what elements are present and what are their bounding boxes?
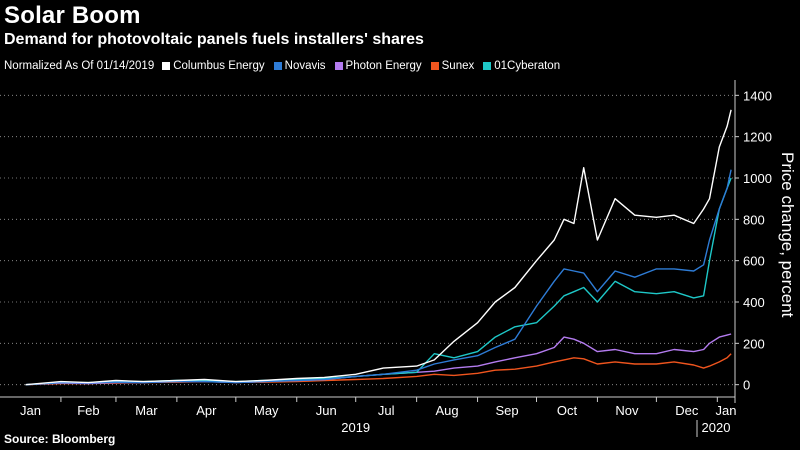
legend-label: Sunex bbox=[441, 60, 475, 72]
y-tick-label: 1000 bbox=[743, 171, 772, 186]
x-tick-label: Apr bbox=[196, 403, 217, 418]
x-tick-label: Jan bbox=[716, 403, 737, 418]
legend-swatch bbox=[334, 62, 343, 70]
legend-label: 01Cyberaton bbox=[494, 60, 561, 72]
y-tick-label: 600 bbox=[743, 254, 765, 269]
x-tick-label: Jun bbox=[316, 403, 337, 418]
x-tick-label: Feb bbox=[77, 403, 99, 418]
x-tick-label: Jul bbox=[378, 403, 395, 418]
y-axis-title: Price change, percent bbox=[778, 152, 797, 318]
series-line-01cyberaton bbox=[25, 177, 732, 386]
legend-swatch bbox=[483, 62, 492, 70]
x-tick-label: May bbox=[254, 403, 279, 418]
chart-subtitle: Demand for photovoltaic panels fuels ins… bbox=[4, 31, 424, 48]
legend-item-sunex: Sunex bbox=[430, 60, 475, 72]
y-tick-label: 0 bbox=[743, 378, 750, 393]
legend-item-columbus-energy: Columbus Energy bbox=[162, 60, 265, 72]
legend-item-novavis: Novavis bbox=[273, 60, 326, 72]
legend-item-01cyberaton: 01Cyberaton bbox=[483, 60, 560, 72]
x-tick-label: Oct bbox=[557, 403, 578, 418]
legend-swatch bbox=[430, 62, 439, 70]
series-line-columbus-energy bbox=[25, 109, 732, 386]
x-year-label: 2020 bbox=[702, 420, 731, 435]
series-line-novavis bbox=[25, 169, 732, 386]
x-tick-label: Dec bbox=[675, 403, 699, 418]
y-tick-label: 200 bbox=[743, 336, 765, 351]
y-tick-label: 1200 bbox=[743, 130, 772, 145]
legend-label: Photon Energy bbox=[345, 60, 422, 72]
legend: Normalized As Of 01/14/2019 Columbus Ene… bbox=[4, 60, 569, 72]
x-tick-label: Aug bbox=[436, 403, 459, 418]
y-tick-label: 1400 bbox=[743, 88, 772, 103]
x-tick-label: Sep bbox=[495, 403, 518, 418]
series-line-photon-energy bbox=[25, 333, 732, 386]
y-tick-label: 800 bbox=[743, 212, 765, 227]
source-note: Source: Bloomberg bbox=[4, 432, 116, 446]
legend-item-photon-energy: Photon Energy bbox=[334, 60, 422, 72]
legend-swatch bbox=[162, 62, 171, 70]
legend-label: Novavis bbox=[284, 60, 326, 72]
y-tick-label: 400 bbox=[743, 295, 765, 310]
x-year-label: 2019 bbox=[341, 420, 370, 435]
normalization-note: Normalized As Of 01/14/2019 bbox=[4, 60, 155, 72]
legend-label: Columbus Energy bbox=[173, 60, 265, 72]
x-tick-label: Nov bbox=[615, 403, 639, 418]
chart-title: Solar Boom bbox=[4, 2, 141, 29]
x-tick-label: Mar bbox=[135, 403, 158, 418]
legend-swatch bbox=[273, 62, 282, 70]
x-tick-label: Jan bbox=[20, 403, 41, 418]
